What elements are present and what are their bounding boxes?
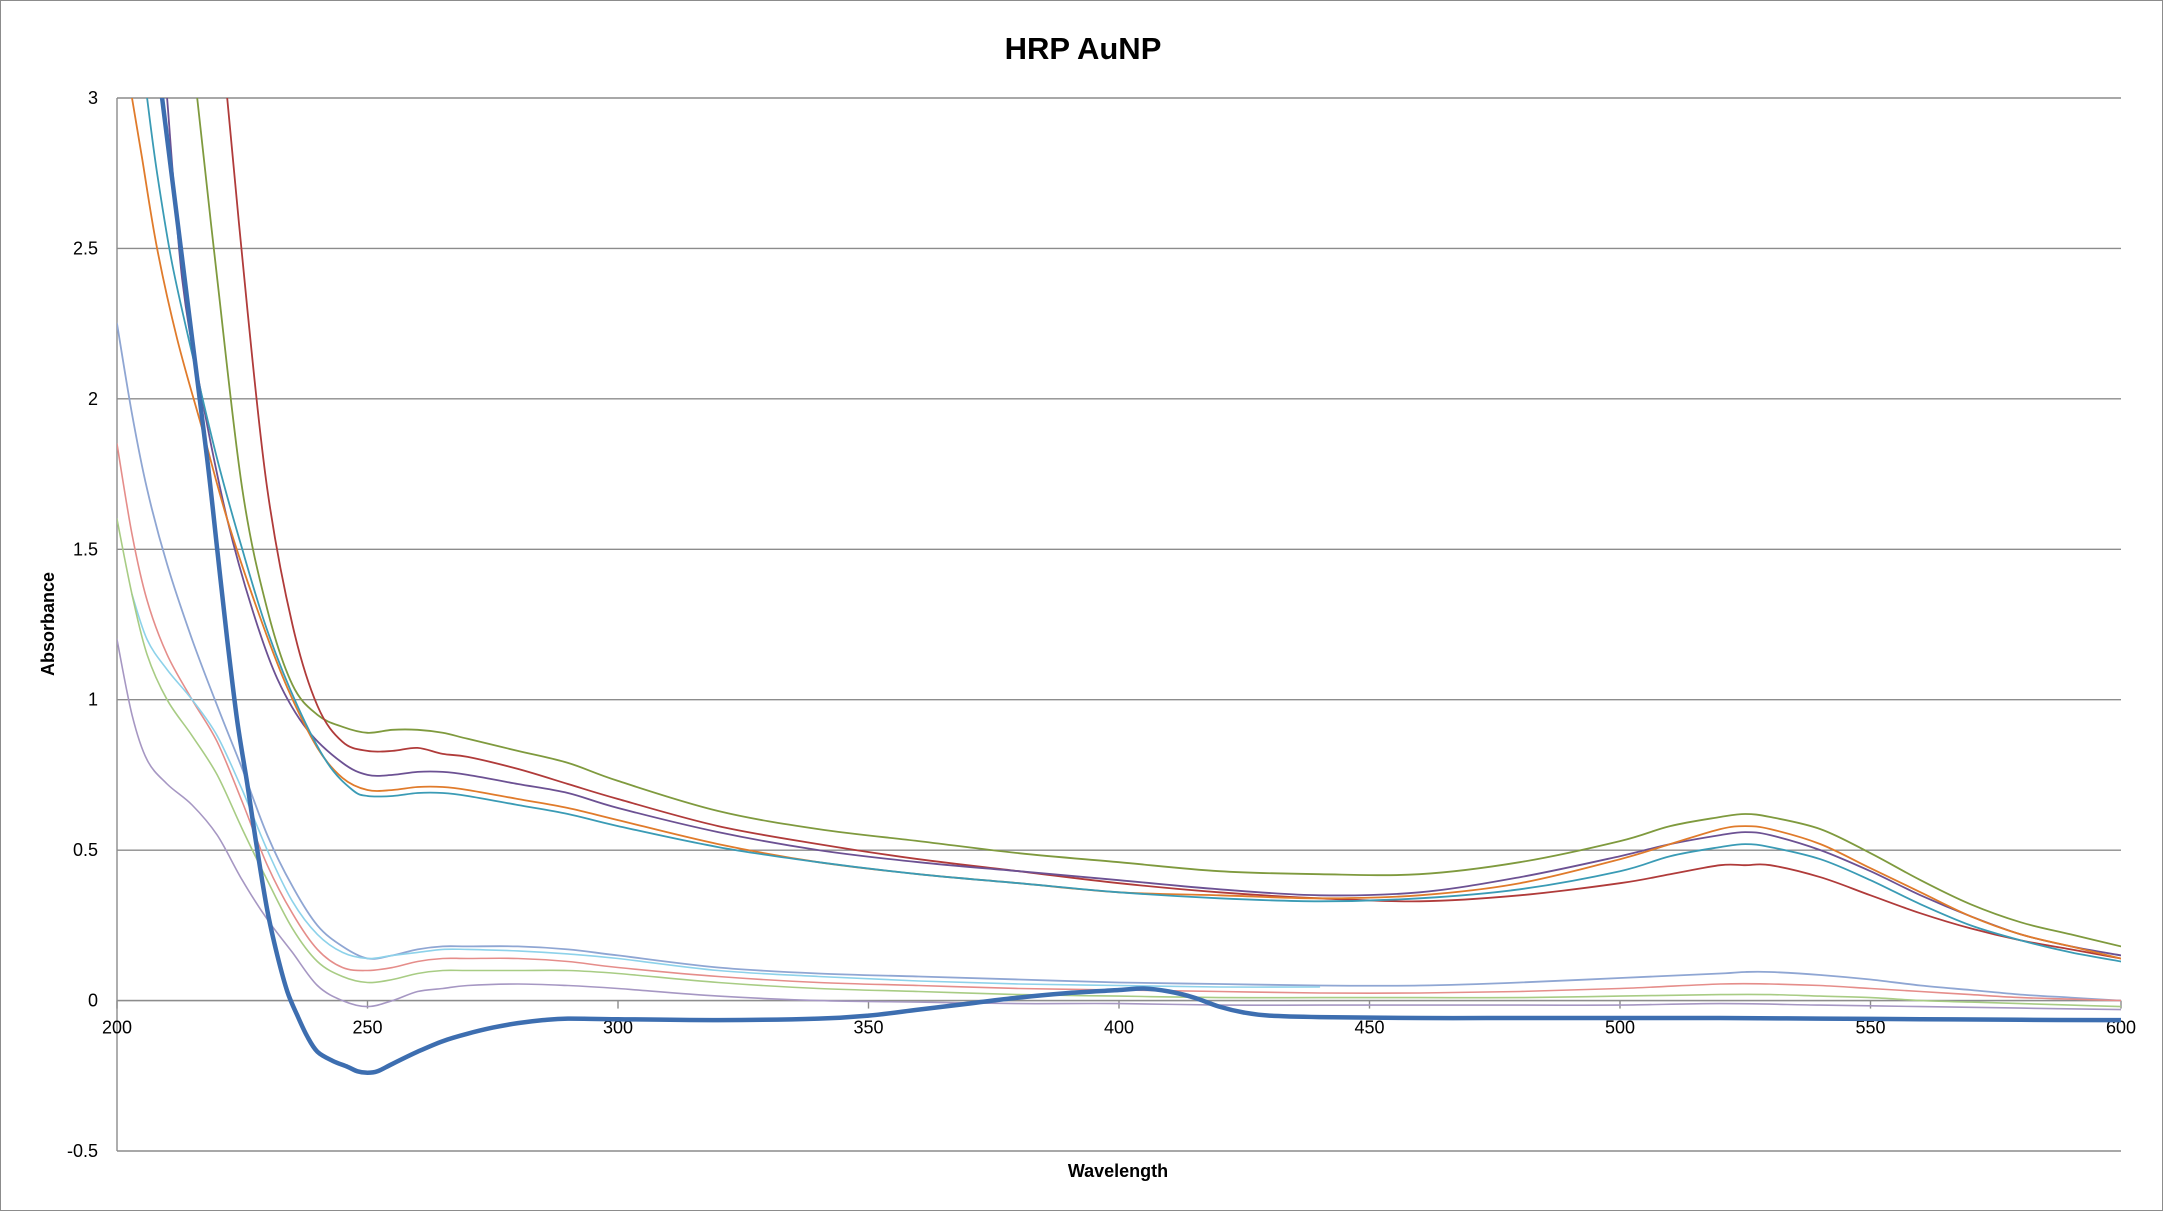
y-tick-label: -0.5 (67, 1141, 98, 1161)
x-tick-label: 500 (1605, 1018, 1635, 1038)
y-axis-title: Absorbance (38, 572, 58, 676)
x-tick-label: 400 (1104, 1018, 1134, 1038)
chart-title: HRP AuNP (1005, 31, 1162, 66)
series-line-9 (117, 518, 2121, 1008)
x-tick-label: 550 (1855, 1018, 1885, 1038)
y-tick-label: 3 (88, 88, 98, 108)
plot-series (117, 98, 2121, 1076)
x-tick-label: 350 (853, 1018, 883, 1038)
series-line-3 (166, 98, 2121, 957)
series-line-5 (146, 98, 2121, 963)
series-line-8 (131, 593, 1321, 988)
series-line-6 (117, 322, 2121, 1002)
x-axis-title: Wavelength (1068, 1161, 1168, 1181)
x-tick-label: 300 (603, 1018, 633, 1038)
y-tick-label: 1 (88, 690, 98, 710)
series-line-10 (117, 638, 2121, 1011)
series-line-7 (117, 443, 2121, 1002)
y-tick-label: 2.5 (73, 238, 98, 258)
x-tick-label: 250 (352, 1018, 382, 1038)
x-tick-label: 600 (2106, 1018, 2136, 1038)
series-line-11 (159, 98, 2121, 1076)
x-axis-ticks: 200 250 300 350 400 450 500 550 600 (102, 1000, 2136, 1038)
series-line-1 (196, 98, 2121, 948)
y-tick-label: 2 (88, 389, 98, 409)
y-tick-label: 0 (88, 991, 98, 1011)
y-tick-label: 0.5 (73, 840, 98, 860)
y-axis-ticks: -0.5 0 0.5 1 1.5 2 2.5 3 (67, 88, 98, 1161)
x-tick-label: 200 (102, 1018, 132, 1038)
x-tick-label: 450 (1354, 1018, 1384, 1038)
y-tick-label: 1.5 (73, 539, 98, 559)
gridlines (116, 97, 2121, 1152)
series-line-2 (226, 98, 2121, 960)
